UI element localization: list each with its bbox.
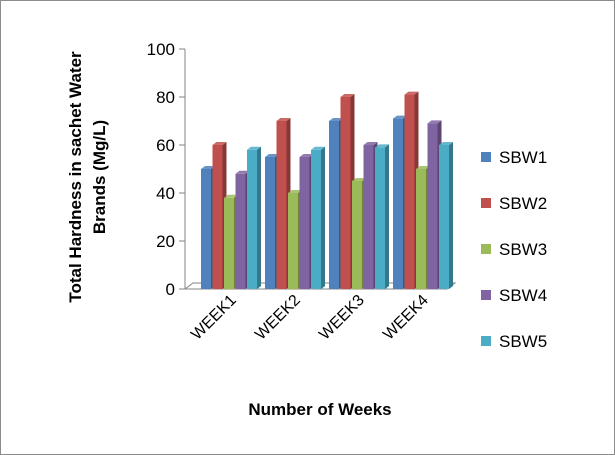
bar-sbw5-week3 (375, 144, 389, 289)
bar-front (352, 181, 362, 289)
x-axis-title: Number of Weeks (248, 400, 391, 419)
bar-front (247, 149, 257, 289)
legend-swatch (481, 290, 491, 300)
y-axis-title-line: Brands (Mg/L) (90, 120, 109, 234)
legend-label: SBW5 (499, 332, 547, 351)
bar-front (393, 118, 403, 289)
bar-front (212, 145, 223, 289)
y-tick-label: 100 (147, 40, 175, 59)
y-axis-title: Total Hardness in sachet Water Brands (Mg… (66, 51, 109, 303)
bar-top (363, 142, 378, 145)
x-tick-label: WEEK4 (380, 292, 432, 344)
bar-side (449, 142, 453, 289)
bar-front (265, 157, 275, 289)
legend-label: SBW3 (499, 240, 547, 259)
bar-sbw5-week4 (439, 142, 453, 289)
bar-top (276, 118, 291, 121)
legend-swatch (481, 336, 491, 346)
legend-swatch (481, 244, 491, 254)
bar-front (404, 94, 415, 289)
bar-top (288, 190, 302, 193)
bar-top (299, 154, 314, 157)
legend-item-sbw4: SBW4 (481, 286, 547, 305)
y-tick-label: 80 (156, 88, 175, 107)
legend-label: SBW2 (499, 194, 547, 213)
legend-item-sbw3: SBW3 (481, 240, 547, 259)
bar-front (439, 145, 449, 289)
bar-top (404, 91, 419, 95)
bar-side (257, 146, 261, 289)
bar-front (363, 145, 374, 289)
y-tick-label: 20 (156, 232, 175, 251)
x-tick-label: WEEK2 (252, 292, 304, 344)
bar-front (329, 121, 339, 289)
bar-front (201, 169, 211, 289)
legend-label: SBW1 (499, 148, 547, 167)
bar-front (276, 121, 287, 289)
bar-top (247, 146, 261, 150)
bar-top (212, 142, 227, 145)
bar-top (352, 178, 366, 181)
bar-front (311, 149, 321, 289)
bar-front (340, 97, 351, 289)
bar-top (427, 120, 442, 124)
bar-top (416, 166, 430, 169)
bar-top (224, 194, 238, 198)
legend-item-sbw5: SBW5 (481, 332, 547, 351)
bar-top (439, 142, 453, 145)
y-axis-title-line: Total Hardness in sachet Water (66, 51, 85, 303)
bar-front (375, 147, 385, 289)
bar-front (288, 193, 298, 289)
bar-front (427, 123, 438, 290)
bar-top (375, 144, 389, 148)
bar-side (321, 146, 325, 289)
legend: SBW1 SBW2 SBW3 SBW4 SBW5 (481, 148, 547, 351)
legend-item-sbw1: SBW1 (481, 148, 547, 167)
bar-top (235, 170, 250, 174)
legend-swatch (481, 198, 491, 208)
bar-sbw5-week2 (311, 146, 325, 289)
y-axis: 0 20 40 60 80 100 (147, 40, 186, 299)
bar-top (265, 154, 279, 157)
bar-side (385, 144, 389, 289)
bar-front (235, 173, 246, 289)
y-tick-label: 60 (156, 136, 175, 155)
legend-label: SBW4 (499, 286, 547, 305)
bar-sbw5-week1 (247, 146, 261, 289)
bar-top (340, 94, 355, 97)
bar-front (299, 157, 310, 289)
legend-swatch (481, 152, 491, 162)
bar-top (329, 118, 343, 121)
bar-top (311, 146, 325, 150)
x-axis-labels: WEEK1 WEEK2 WEEK3 WEEK4 (188, 292, 432, 344)
bar-front (224, 197, 234, 289)
x-tick-label: WEEK3 (316, 292, 368, 344)
legend-item-sbw2: SBW2 (481, 194, 547, 213)
bar-top (201, 166, 215, 169)
bar-top (393, 115, 407, 119)
y-tick-label: 40 (156, 184, 175, 203)
bar-front (416, 169, 426, 289)
y-tick-label: 0 (166, 280, 175, 299)
x-tick-label: WEEK1 (188, 292, 240, 344)
bars (201, 91, 453, 290)
